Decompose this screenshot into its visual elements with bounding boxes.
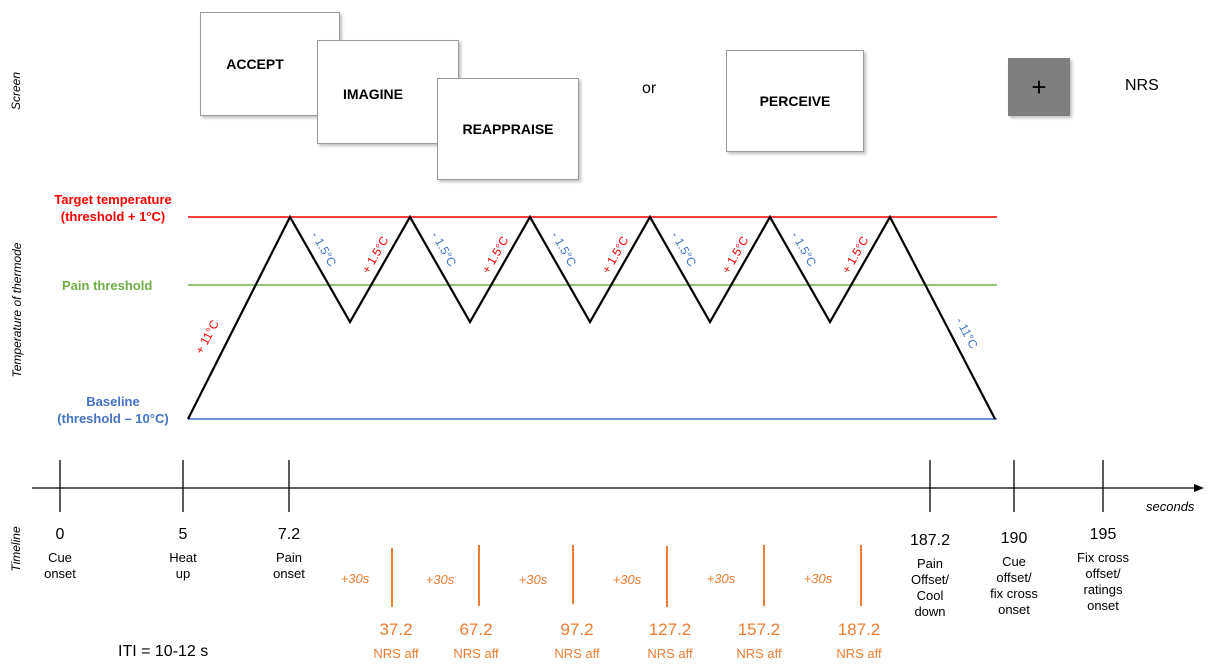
tick-desc-187.2-line1: Pain	[916, 556, 944, 571]
tick-desc-7.2-line2: onset	[273, 566, 305, 581]
tick-desc-195-line2: offset/	[1085, 566, 1121, 581]
tick-desc-187.2: Pain Offset/ Cool down	[890, 556, 970, 620]
nrs-time-3: 97.2	[560, 620, 594, 639]
tick-desc-0-line2: onset	[44, 566, 76, 581]
tick-desc-187.2-line3: Cool	[916, 588, 944, 603]
iti-label: ITI = 10-12 s	[118, 643, 209, 660]
interval-label-1: +30s	[340, 571, 370, 586]
or-text: or	[642, 80, 657, 97]
nrs-time-1: 37.2	[379, 620, 413, 639]
tick-label-187.2: 187.2	[909, 532, 951, 549]
seconds-unit-label: seconds	[1146, 499, 1195, 514]
thermode-temperature-trace	[187, 214, 996, 420]
interval-label-5: +30s	[706, 571, 736, 586]
imagine-card: IMAGINE	[317, 40, 459, 144]
tick-label-195: 195	[1089, 526, 1117, 543]
fixation-cross-screen: +	[1008, 58, 1070, 116]
tick-desc-195: Fix cross offset/ ratings onset	[1063, 550, 1143, 614]
imagine-card-text: IMAGINE	[343, 86, 403, 102]
reappraise-card: REAPPRAISE	[437, 78, 579, 180]
perceive-card-text: PERCEIVE	[759, 93, 831, 109]
target-temperature-line1: Target temperature	[54, 192, 172, 207]
tick-desc-187.2-line4: down	[914, 604, 946, 619]
baseline-label: Baseline (threshold – 10°C)	[38, 393, 188, 427]
nrs-time-2: 67.2	[459, 620, 493, 639]
nrs-label-3: NRS aff	[554, 646, 600, 661]
pain-threshold-label: Pain threshold	[62, 278, 153, 293]
accept-card-text: ACCEPT	[226, 56, 284, 72]
tick-label-0: 0	[55, 526, 65, 543]
tick-desc-0-line1: Cue	[48, 550, 72, 565]
nrs-label-2: NRS aff	[453, 646, 499, 661]
reappraise-card-text: REAPPRAISE	[462, 121, 554, 137]
tick-desc-195-line4: onset	[1087, 598, 1119, 613]
nrs-label-1: NRS aff	[373, 646, 419, 661]
tick-desc-0: Cue onset	[20, 550, 100, 582]
baseline-line1: Baseline	[86, 394, 140, 409]
nrs-label-6: NRS aff	[836, 646, 882, 661]
tick-label-7.2: 7.2	[277, 526, 301, 543]
tick-desc-5: Heat up	[143, 550, 223, 582]
tick-desc-195-line1: Fix cross	[1077, 550, 1129, 565]
nrs-time-4: 127.2	[648, 620, 692, 639]
interval-label-6: +30s	[803, 571, 833, 586]
tick-desc-7.2: Pain onset	[249, 550, 329, 582]
tick-label-5: 5	[178, 526, 188, 543]
tick-desc-190-line3: fix cross	[990, 586, 1038, 601]
tick-desc-187.2-line2: Offset/	[910, 572, 950, 587]
target-temperature-label: Target temperature (threshold + 1°C)	[38, 191, 188, 225]
tick-desc-5-line2: up	[175, 566, 191, 581]
tick-desc-5-line1: Heat	[169, 550, 197, 565]
nrs-label-5: NRS aff	[736, 646, 782, 661]
fixation-cross-icon: +	[1031, 71, 1047, 102]
baseline-line2: (threshold – 10°C)	[57, 411, 169, 426]
tick-desc-195-line3: ratings	[1083, 582, 1123, 597]
interval-label-2: +30s	[425, 572, 455, 587]
tick-desc-190-line1: Cue	[1002, 554, 1026, 569]
perceive-card: PERCEIVE	[726, 50, 864, 152]
nrs-screen-text: NRS	[1125, 77, 1159, 94]
nrs-label-4: NRS aff	[647, 646, 693, 661]
interval-label-3: +30s	[518, 572, 548, 587]
accept-card: ACCEPT	[200, 12, 340, 116]
interval-label-4: +30s	[612, 572, 642, 587]
tick-desc-190: Cue offset/ fix cross onset	[974, 554, 1054, 618]
tick-desc-190-line4: onset	[998, 602, 1030, 617]
tick-desc-190-line2: offset/	[996, 570, 1032, 585]
tick-label-190: 190	[1000, 530, 1028, 547]
nrs-time-5: 157.2	[737, 620, 781, 639]
target-temperature-line2: (threshold + 1°C)	[60, 209, 166, 224]
timeline-arrowhead	[1194, 484, 1204, 492]
nrs-time-6: 187.2	[837, 620, 881, 639]
tick-desc-7.2-line1: Pain	[275, 550, 303, 565]
